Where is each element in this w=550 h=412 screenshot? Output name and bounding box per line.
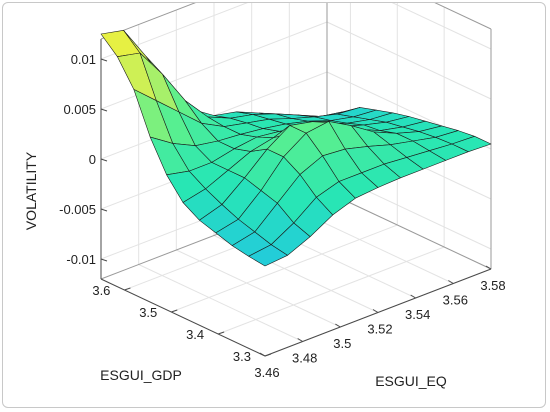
z-tick-mark — [100, 258, 108, 262]
x-tick-label: 3.52 — [367, 322, 392, 337]
box-edge — [100, 3, 196, 40]
side-wall-grid — [391, 3, 492, 50]
x-tick-label: 3.46 — [254, 365, 279, 380]
z-tick-mark — [100, 208, 108, 212]
y-tick-mark — [217, 331, 225, 335]
floor-grid — [138, 264, 303, 342]
chart-frame: 3.46 3.48 3.5 3.52 3.54 3.56 3.58 3.3 3.4 3.5 3.6 -… — [2, 2, 546, 408]
z-tick-mark — [100, 158, 108, 162]
back-wall-grid — [100, 3, 248, 60]
x-tick-label: 3.54 — [405, 307, 430, 322]
x-axis-label: ESGUI_EQ — [375, 373, 447, 389]
z-tick-label: 0.01 — [71, 52, 96, 67]
floor-grid — [171, 224, 398, 313]
x-tick-label: 3.5 — [333, 336, 351, 351]
y-tick-label: 3.5 — [139, 305, 157, 320]
z-tick-mark — [100, 108, 108, 112]
x-tick-mark — [410, 294, 416, 299]
z-tick-label: 0.005 — [63, 102, 96, 117]
side-wall-grid — [326, 21, 492, 100]
y-tick-mark — [124, 287, 131, 291]
y-tick-mark — [171, 309, 178, 313]
z-axis-label: VOLATILITY — [23, 151, 39, 230]
x-tick-mark — [335, 323, 341, 328]
x-tick-label: 3.48 — [292, 351, 317, 366]
x-tick-mark — [485, 265, 492, 270]
x-tick-mark — [297, 338, 303, 342]
z-tick-label: 0 — [89, 152, 96, 167]
z-tick-label: -0.01 — [66, 252, 96, 267]
y-axis-label: ESGUI_GDP — [100, 367, 182, 383]
surface-mesh — [100, 29, 492, 267]
x-tick-label: 3.56 — [443, 293, 468, 308]
y-axis-line — [100, 278, 266, 357]
x-tick-label: 3.58 — [480, 278, 505, 293]
surface-chart: 3.46 3.48 3.5 3.52 3.54 3.56 3.58 3.3 3.4 3.5 3.6 -… — [23, 3, 506, 389]
axes-front — [100, 39, 492, 357]
y-tick-mark — [264, 353, 272, 357]
z-tick-mark — [100, 58, 108, 62]
surface-patch — [451, 136, 492, 152]
x-tick-mark — [372, 309, 379, 313]
x-tick-mark — [448, 280, 454, 284]
z-tick-label: -0.005 — [59, 202, 96, 217]
y-tick-label: 3.4 — [186, 327, 204, 342]
floor-grid — [217, 246, 445, 335]
y-tick-label: 3.6 — [92, 283, 110, 298]
box-edge — [326, 191, 492, 270]
tick-labels: 3.46 3.48 3.5 3.52 3.54 3.56 3.58 3.3 3.4 3.5 3.6 -… — [59, 52, 506, 380]
floor-grid — [176, 249, 341, 328]
x-tick-mark — [259, 352, 266, 357]
box-edge — [434, 3, 492, 30]
y-tick-label: 3.3 — [233, 349, 251, 364]
